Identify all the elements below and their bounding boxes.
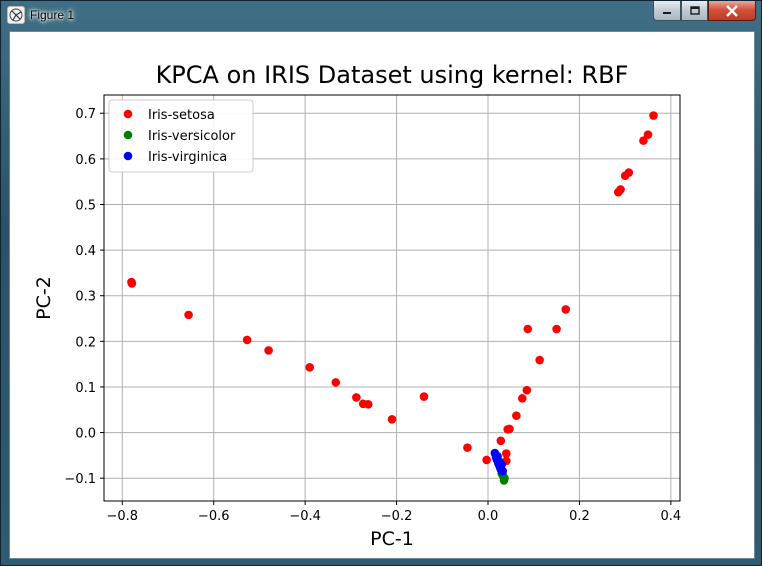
data-point (522, 385, 532, 395)
data-point (463, 443, 472, 452)
data-point (501, 449, 511, 458)
y-tick-label: 0.3 (75, 290, 96, 305)
data-point (496, 436, 506, 446)
data-point (363, 399, 373, 409)
y-axis-label: PC-2 (33, 276, 55, 320)
data-point (482, 455, 491, 465)
data-point (616, 185, 625, 194)
data-point (500, 473, 509, 483)
minimize-button[interactable] (653, 1, 681, 21)
legend-label: Iris-virginica (148, 150, 227, 165)
data-point (497, 460, 507, 469)
data-point (512, 411, 521, 420)
data-point (184, 310, 193, 320)
data-point (498, 466, 507, 476)
data-point (552, 324, 561, 334)
data-point (242, 335, 252, 345)
data-point (517, 394, 527, 403)
close-button[interactable] (708, 1, 756, 21)
data-point (643, 130, 653, 139)
data-point (561, 305, 571, 314)
legend-label: Iris-setosa (148, 108, 215, 123)
data-point (419, 392, 429, 401)
grid (104, 95, 680, 501)
data-point (264, 346, 273, 355)
axis-ticks: −0.8 −0.6 −0.4 −0.2 0.0 0.2 0.4 −0.1 0.0 0.1 0.2 0.… (64, 107, 681, 524)
legend-marker (123, 130, 133, 140)
data-point (624, 168, 634, 177)
x-tick-label: −0.8 (106, 509, 138, 524)
maximize-icon (689, 5, 700, 15)
legend: Iris-setosa Iris-versicolor Iris-virginica (108, 99, 254, 173)
window-title: Figure 1 (30, 8, 75, 22)
y-tick-label: −0.1 (64, 472, 96, 487)
data-point (535, 355, 544, 365)
data-point (639, 136, 648, 145)
figure-canvas: −0.8 −0.6 −0.4 −0.2 0.0 0.2 0.4 −0.1 0.0 0.1 0.2 0.… (9, 31, 755, 559)
data-point (127, 279, 137, 288)
maximize-button[interactable] (681, 1, 708, 21)
x-tick-label: 0.4 (661, 509, 682, 524)
y-tick-label: 0.1 (75, 381, 96, 396)
x-tick-label: 0.2 (569, 509, 590, 524)
legend-marker (123, 151, 133, 161)
axes-frame (103, 94, 681, 502)
title-bar[interactable]: Figure 1 (1, 1, 761, 29)
data-point (649, 111, 658, 120)
legend-label: Iris-versicolor (148, 129, 236, 144)
x-axis-label: PC-1 (370, 528, 414, 550)
y-tick-label: 0.4 (75, 244, 96, 259)
data-point (523, 324, 533, 334)
data-point (331, 378, 341, 387)
scatter-chart: −0.8 −0.6 −0.4 −0.2 0.0 0.2 0.4 −0.1 0.0 0.1 0.2 0.… (33, 61, 681, 550)
data-points (127, 111, 658, 485)
minimize-icon (663, 11, 671, 14)
y-tick-label: 0.6 (75, 153, 96, 168)
close-icon (726, 4, 738, 17)
y-tick-label: 0.5 (75, 198, 96, 213)
data-point (352, 393, 361, 402)
y-tick-label: 0.2 (75, 335, 96, 350)
data-point (305, 363, 315, 372)
x-tick-label: −0.2 (381, 509, 413, 524)
legend-marker (123, 109, 133, 119)
x-tick-label: 0.0 (478, 509, 499, 524)
data-point (387, 415, 397, 424)
y-tick-label: 0.0 (75, 427, 96, 442)
matplotlib-app-icon (7, 6, 25, 24)
x-tick-label: −0.6 (198, 509, 230, 524)
x-tick-label: −0.4 (289, 509, 321, 524)
legend-box (108, 99, 254, 173)
chart-title: KPCA on IRIS Dataset using kernel: RBF (156, 61, 629, 89)
y-tick-label: 0.7 (75, 107, 96, 122)
data-point (505, 424, 514, 434)
